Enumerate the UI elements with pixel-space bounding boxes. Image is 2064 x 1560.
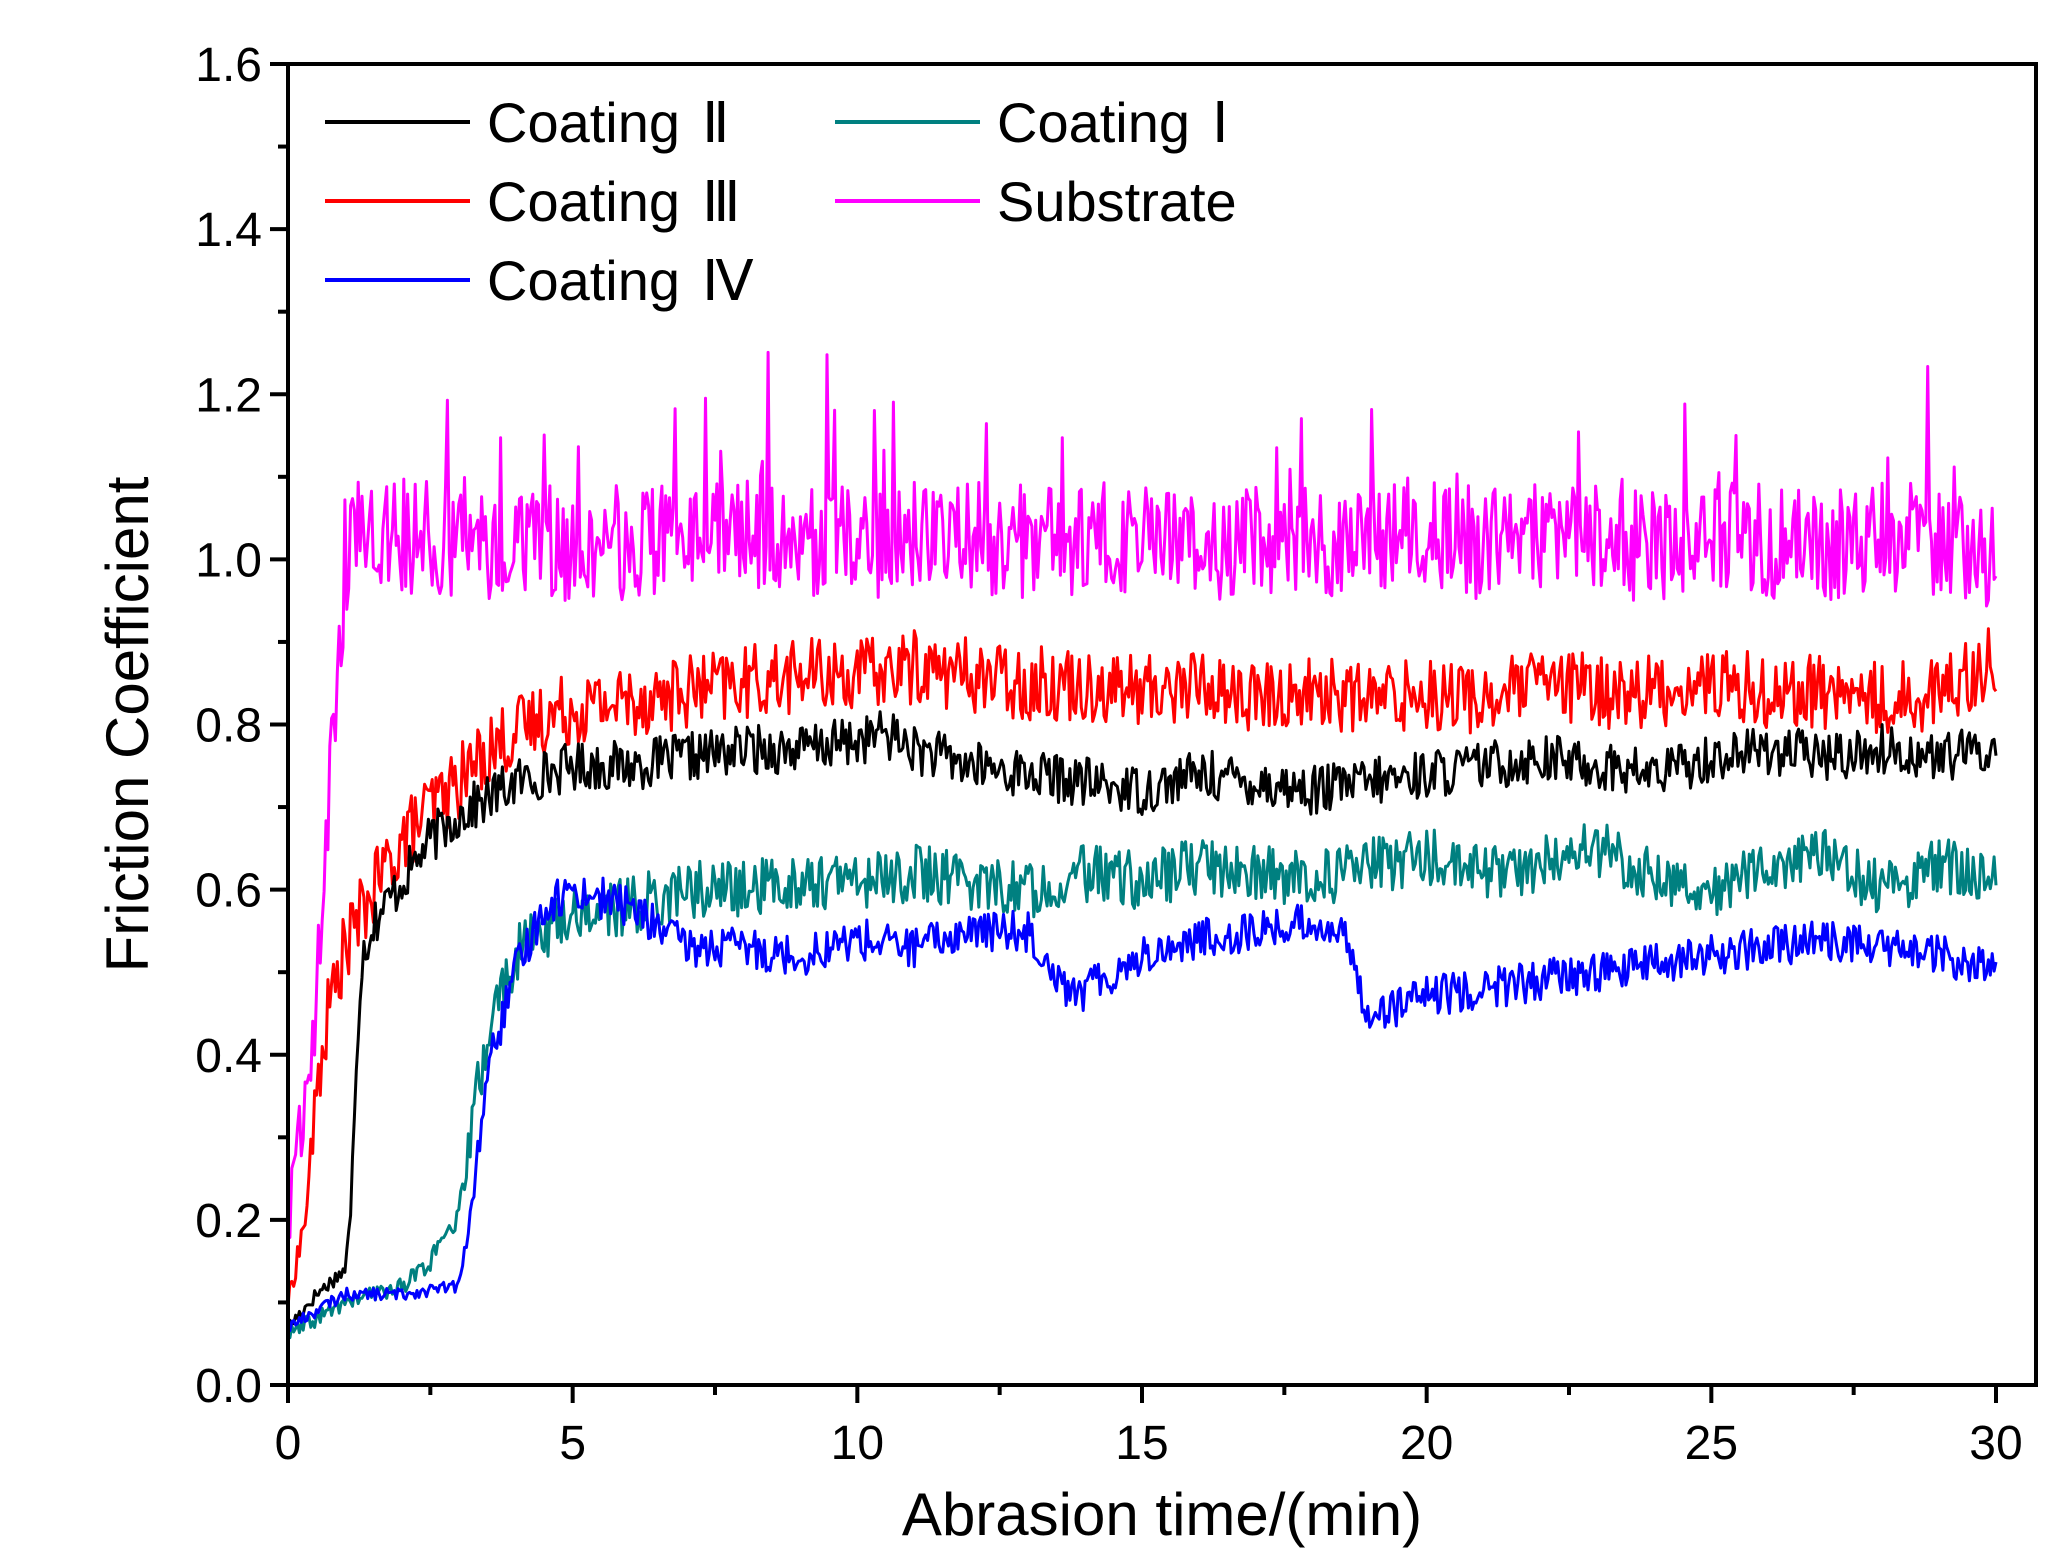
legend-item: Coating Ⅲ — [325, 170, 741, 234]
y-tick-label: 0.6 — [195, 865, 262, 918]
x-tick-label: 10 — [831, 1417, 884, 1470]
legend-label-text: Coating — [997, 91, 1190, 154]
legend-item: Coating Ⅳ — [325, 249, 754, 313]
legend: Coating Ⅱ Coating Ⅰ Coating Ⅲ Substrate Coating… — [325, 91, 1237, 313]
y-tick-label: 0.4 — [195, 1030, 262, 1083]
x-tick-label: 25 — [1685, 1417, 1738, 1470]
legend-label-numeral: Ⅰ — [1212, 93, 1229, 155]
series-line — [286, 350, 1998, 1239]
axes-layer: 0 5 10 15 20 25 30 0.0 0.2 0.4 0.6 0.8 1.0 1.2 1.4 1.6 A… — [94, 39, 2038, 1548]
legend-label: Coating Ⅰ — [997, 91, 1229, 155]
legend-label: Coating Ⅲ — [487, 170, 741, 234]
y-tick-label: 1.2 — [195, 369, 262, 422]
legend-label-numeral: Ⅳ — [702, 251, 754, 313]
legend-label-text: Substrate — [997, 170, 1237, 233]
y-tick-label: 1.0 — [195, 534, 262, 587]
legend-label-numeral: Ⅲ — [702, 172, 741, 234]
legend-label: Coating Ⅳ — [487, 249, 754, 313]
legend-item: Substrate — [835, 170, 1237, 233]
legend-item: Coating Ⅰ — [835, 91, 1229, 155]
legend-label: Coating Ⅱ — [487, 91, 730, 155]
y-tick-label: 0.8 — [195, 700, 262, 753]
series-line — [286, 710, 1998, 1332]
legend-item: Coating Ⅱ — [325, 91, 730, 155]
x-axis-title: Abrasion time/(min) — [902, 1481, 1422, 1548]
series-line — [286, 627, 1998, 1308]
legend-label-text: Coating — [487, 249, 680, 312]
y-tick-label: 1.4 — [195, 204, 262, 257]
y-axis-title: Friction Coefficient — [94, 476, 161, 972]
x-tick-label: 20 — [1400, 1417, 1453, 1470]
x-tick-label: 5 — [559, 1417, 586, 1470]
legend-label-numeral: Ⅱ — [702, 93, 730, 155]
series-line — [287, 823, 1998, 1340]
legend-label-text: Coating — [487, 170, 680, 233]
y-tick-label: 1.6 — [195, 39, 262, 92]
x-tick-label: 15 — [1115, 1417, 1168, 1470]
x-tick-label: 30 — [1969, 1417, 2022, 1470]
x-tick-label: 0 — [275, 1417, 302, 1470]
legend-label-text: Coating — [487, 91, 680, 154]
series-line — [287, 876, 1998, 1332]
y-tick-label: 0.2 — [195, 1195, 262, 1248]
y-tick-label: 0.0 — [195, 1360, 262, 1413]
legend-label: Substrate — [997, 170, 1237, 233]
series-layer — [286, 350, 1998, 1340]
